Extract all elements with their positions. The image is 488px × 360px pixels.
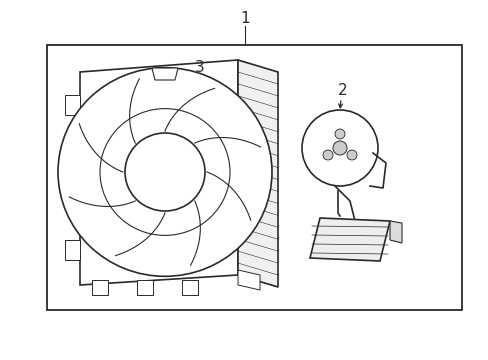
Circle shape bbox=[332, 141, 346, 155]
Polygon shape bbox=[92, 280, 108, 295]
Polygon shape bbox=[80, 60, 238, 285]
Polygon shape bbox=[65, 240, 80, 260]
Polygon shape bbox=[65, 95, 80, 115]
Circle shape bbox=[346, 150, 356, 160]
Polygon shape bbox=[389, 221, 401, 243]
Ellipse shape bbox=[125, 133, 204, 211]
Circle shape bbox=[334, 129, 345, 139]
Bar bbox=[47, 45, 461, 310]
Circle shape bbox=[323, 150, 332, 160]
Ellipse shape bbox=[58, 68, 271, 276]
Text: 1: 1 bbox=[240, 10, 249, 26]
Text: 3: 3 bbox=[195, 59, 204, 75]
Polygon shape bbox=[137, 280, 153, 295]
Polygon shape bbox=[238, 60, 278, 287]
Ellipse shape bbox=[302, 110, 377, 186]
Polygon shape bbox=[309, 218, 389, 261]
Polygon shape bbox=[152, 68, 178, 80]
Polygon shape bbox=[65, 168, 80, 188]
Polygon shape bbox=[182, 280, 198, 295]
Polygon shape bbox=[238, 270, 260, 290]
Text: 2: 2 bbox=[338, 82, 347, 98]
